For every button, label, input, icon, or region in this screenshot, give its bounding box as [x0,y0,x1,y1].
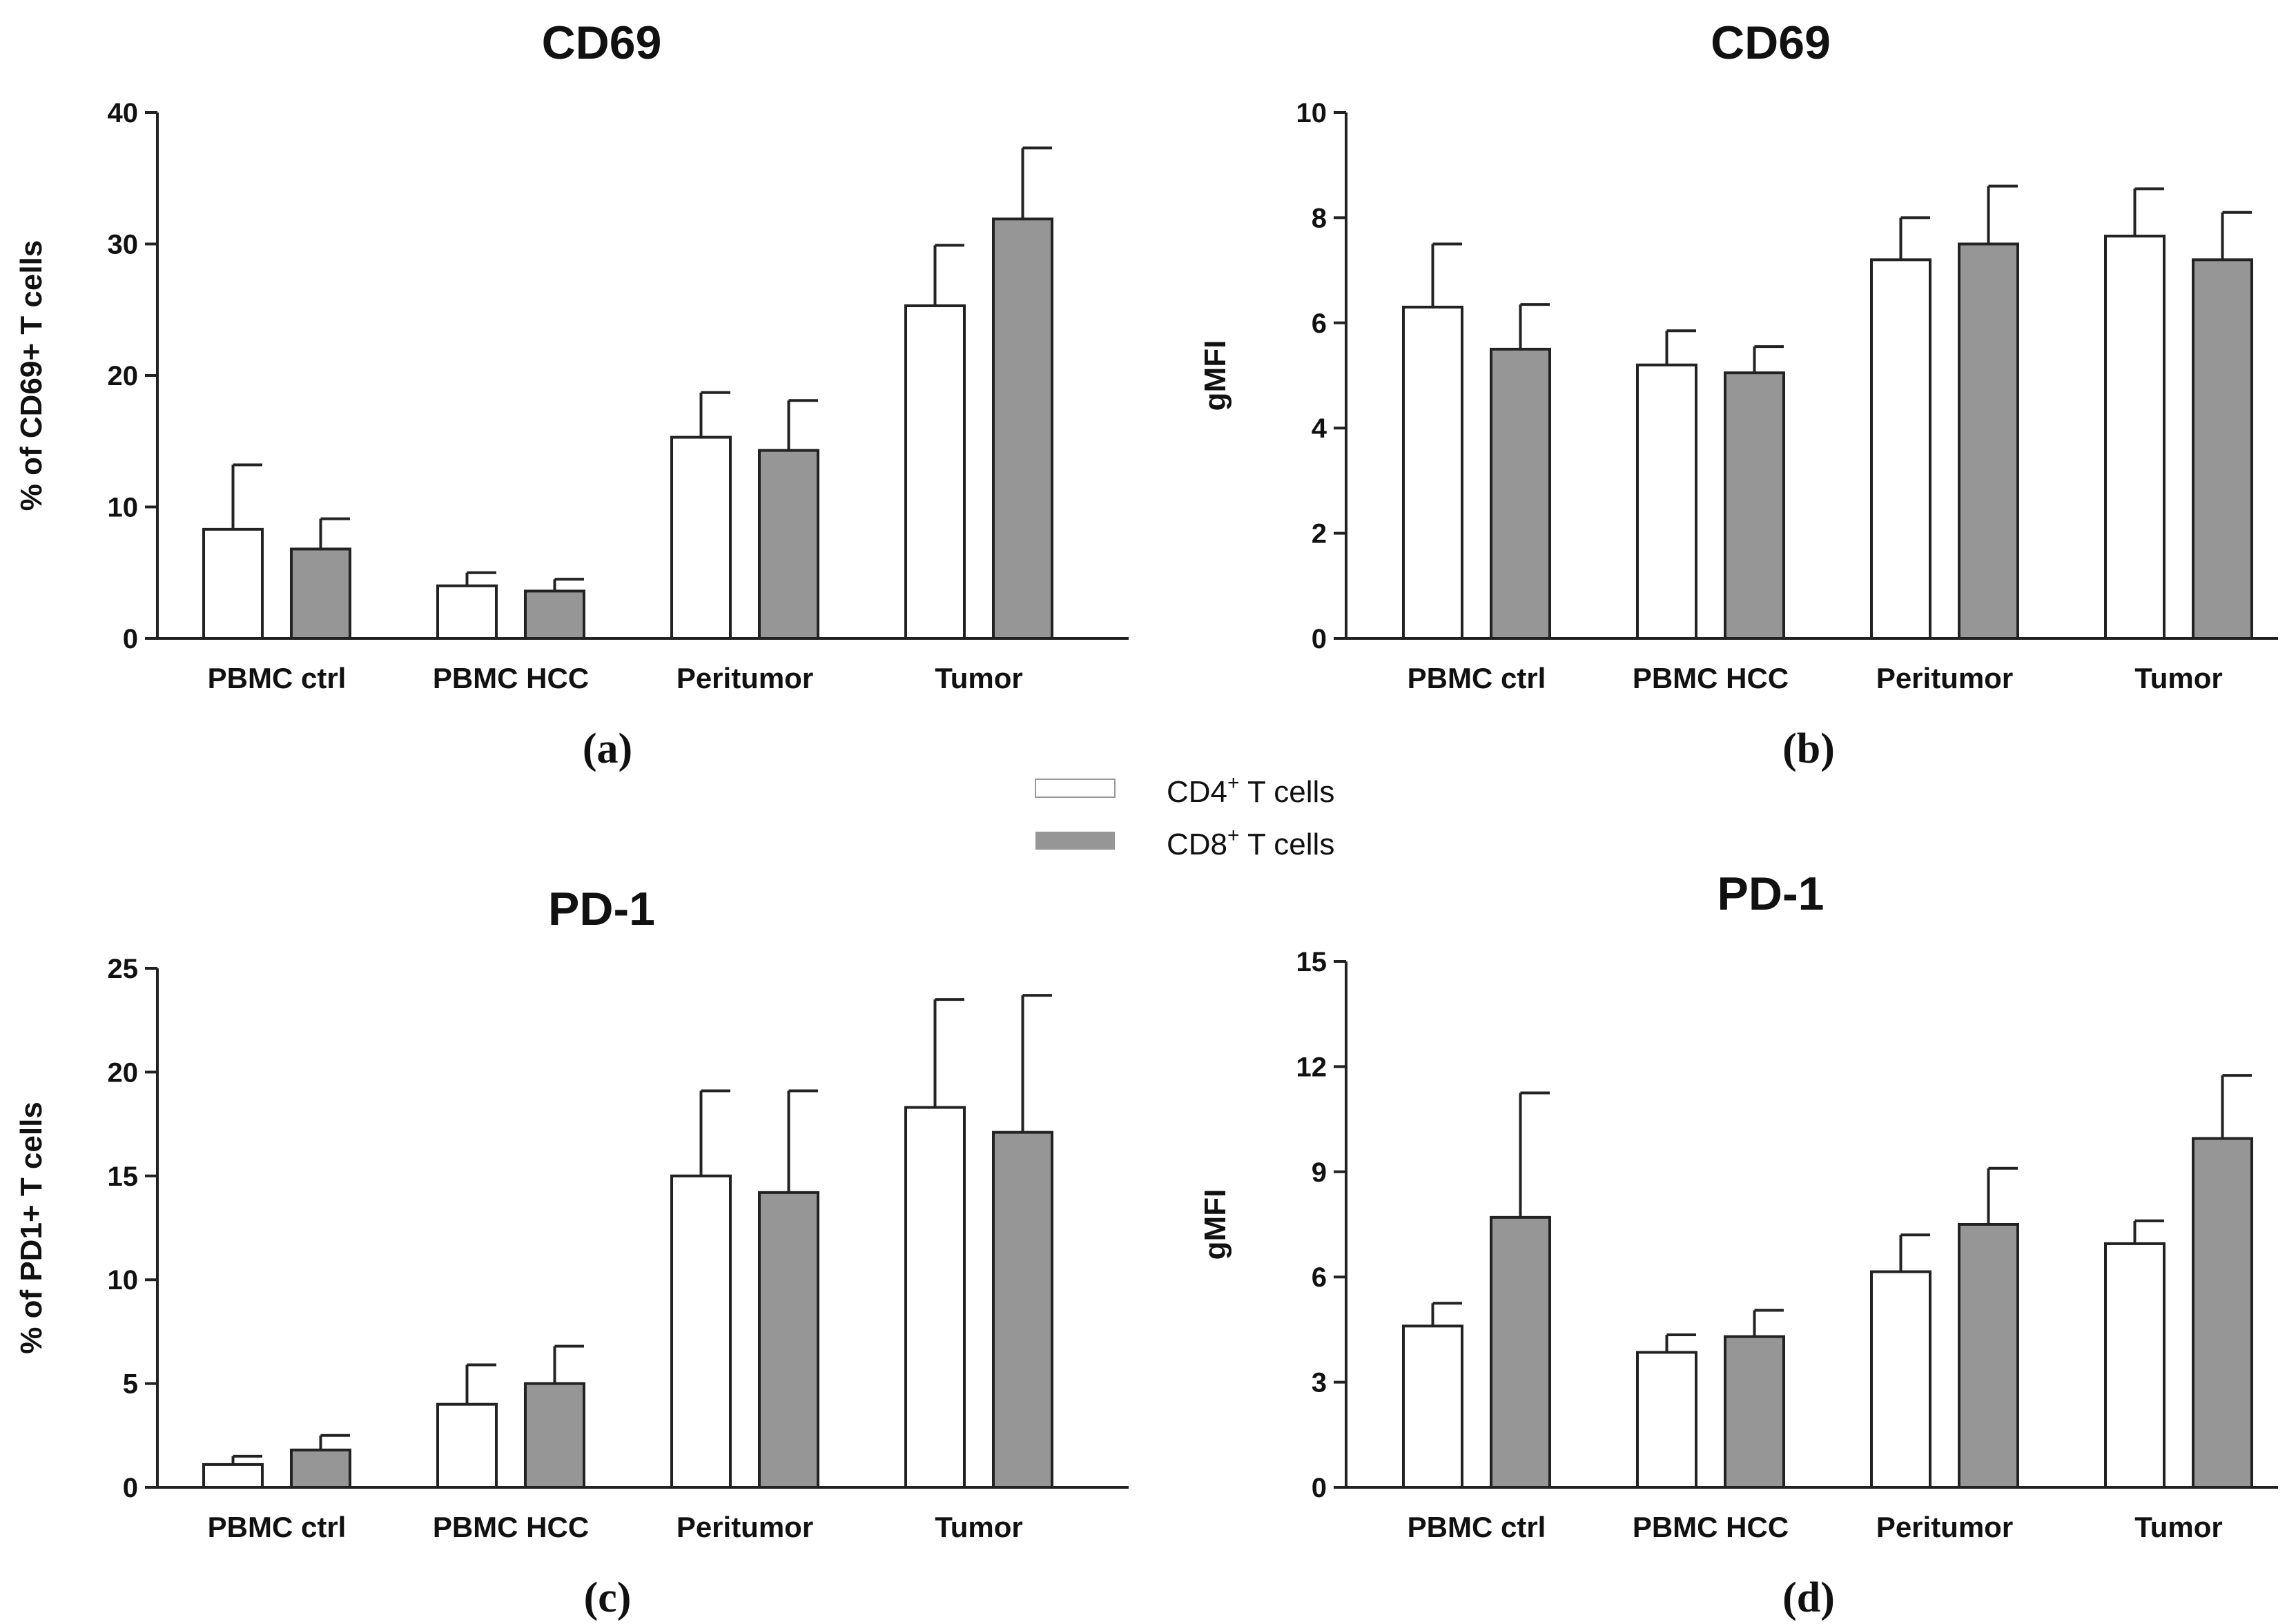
bar-cd4 [202,1462,264,1489]
y-tick-label: 0 [1312,1473,1327,1503]
y-axis-label: gMFI [1198,1189,1232,1260]
bar-cd4 [436,1402,498,1489]
y-tick-label: 8 [1312,203,1327,233]
bar-cd4 [2104,235,2166,640]
legend: CD4+ T cells CD8+ T cells [1035,772,1334,861]
y-tick-label: 25 [108,954,139,984]
panel-label: (c) [584,1574,632,1621]
chart-title: PD-1 [548,883,655,935]
x-category-label: Tumor [935,662,1023,694]
x-category-label: Peritumor [677,662,813,694]
bar-cd4 [670,436,732,640]
bar-cd4 [904,304,966,640]
y-tick-label: 10 [1296,98,1327,128]
y-tick-label: 12 [1296,1052,1327,1082]
x-category-label: Tumor [2134,662,2223,694]
y-tick-label: 9 [1312,1157,1327,1188]
bar-cd4 [202,527,264,640]
bar-cd8 [2192,258,2253,640]
panel-label: (b) [1782,725,1835,772]
chart-panel-c: PD-1 (c) % of PD1+ T cells 0 5 10 15 20 25 PBMC c… [14,883,1129,1621]
y-tick-label: 30 [108,230,139,260]
bar-cd8 [524,1382,585,1489]
x-category-label: PBMC HCC [433,662,589,694]
x-category-label: Tumor [935,1511,1023,1543]
x-category-label: Tumor [2134,1511,2223,1543]
bar-cd4 [1402,1324,1463,1489]
legend-swatch-cd8 [1035,832,1115,850]
x-category-label: PBMC HCC [433,1511,589,1543]
bar-cd4 [1870,258,1931,640]
chart-panel-a: CD69 (a) % of CD69+ T cells 0 10 20 30 40 PBMC c… [14,17,1129,772]
bar-cd8 [2192,1137,2253,1489]
bar-cd8 [1958,242,2019,640]
y-tick-label: 20 [108,361,139,391]
x-category-label: Peritumor [677,1511,813,1543]
y-axis-label: % of PD1+ T cells [14,1102,48,1354]
bar-cd8 [992,1131,1053,1489]
panel-label: (d) [1782,1574,1835,1621]
bar-cd8 [1724,1335,1785,1489]
x-category-label: PBMC HCC [1633,1511,1789,1543]
y-tick-label: 0 [123,624,138,654]
y-tick-label: 10 [108,1265,139,1295]
x-category-label: Peritumor [1876,662,2013,694]
bar-cd8 [1958,1223,2019,1489]
chart-panel-d: PD-1 (d) gMFI 0 3 6 9 12 15 PBMC ctrl PBMC HCC Peri… [1198,868,2278,1621]
chart-title: CD69 [1711,17,1831,69]
x-category-label: Peritumor [1876,1511,2013,1543]
bar-cd8 [290,1448,351,1489]
y-tick-label: 2 [1312,519,1327,549]
legend-label-cd4: CD4+ T cells [1167,772,1334,809]
y-tick-label: 0 [123,1473,138,1503]
y-tick-label: 3 [1312,1368,1327,1398]
bar-cd8 [290,547,351,640]
bar-cd4 [2104,1242,2166,1489]
legend-label-cd8: CD8+ T cells [1167,824,1334,861]
bar-cd8 [1490,1215,1551,1489]
bar-cd4 [436,584,498,640]
bar-cd4 [904,1106,966,1489]
y-tick-label: 10 [108,493,139,523]
y-tick-label: 4 [1312,413,1327,444]
bar-cd4 [670,1174,732,1489]
y-tick-label: 6 [1312,309,1327,339]
x-category-label: PBMC ctrl [1408,1511,1546,1543]
chart-title: CD69 [542,17,662,69]
y-tick-label: 15 [108,1162,139,1192]
chart-title: PD-1 [1717,868,1824,920]
bar-cd8 [1490,347,1551,640]
bar-cd4 [1870,1270,1931,1489]
panel-label: (a) [583,725,632,772]
bar-cd8 [1724,371,1785,640]
y-axis-label: % of CD69+ T cells [14,240,48,511]
bar-cd8 [524,589,585,640]
y-tick-label: 0 [1312,624,1327,654]
y-axis-label: gMFI [1198,340,1232,411]
x-category-label: PBMC ctrl [208,662,347,694]
y-tick-label: 5 [123,1369,138,1400]
x-category-label: PBMC ctrl [1408,662,1546,694]
legend-swatch-cd4 [1035,779,1116,798]
x-category-label: PBMC HCC [1633,662,1789,694]
x-category-label: PBMC ctrl [208,1511,347,1543]
y-tick-label: 40 [108,98,139,128]
y-tick-label: 6 [1312,1262,1327,1293]
bar-cd4 [1636,1351,1697,1489]
chart-panel-b: CD69 (b) gMFI 0 2 4 6 8 10 PBMC ctrl PBMC HCC Perit… [1198,17,2278,772]
bar-cd8 [758,1191,819,1489]
bar-cd8 [758,449,819,640]
y-tick-label: 15 [1296,947,1327,977]
bar-cd8 [992,217,1053,640]
bar-cd4 [1636,363,1697,640]
bar-cd4 [1402,305,1463,640]
y-tick-label: 20 [108,1057,139,1088]
